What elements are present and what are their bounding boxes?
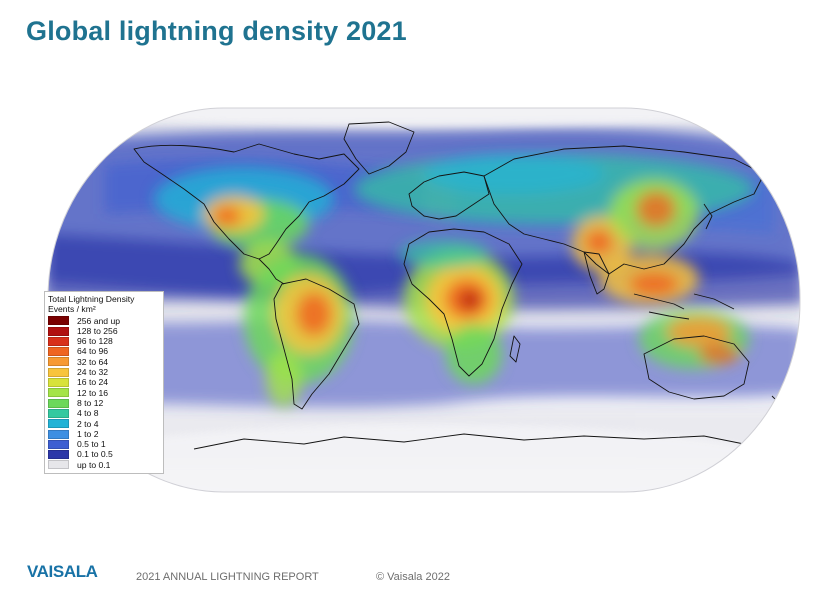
legend-item: 0.1 to 0.5 bbox=[48, 449, 160, 459]
legend-swatch bbox=[48, 316, 69, 326]
legend-swatch bbox=[48, 347, 69, 357]
legend-label: 256 and up bbox=[77, 315, 121, 326]
legend-swatch bbox=[48, 357, 69, 367]
legend-swatch bbox=[48, 419, 69, 429]
legend-label: up to 0.1 bbox=[77, 459, 111, 470]
legend-label: 128 to 256 bbox=[77, 325, 118, 336]
legend-unit: Events / km² bbox=[48, 304, 96, 315]
lightning-density-map bbox=[47, 107, 801, 493]
legend-swatch bbox=[48, 450, 69, 460]
legend-label: 2 to 4 bbox=[77, 418, 99, 429]
legend-label: 8 to 12 bbox=[77, 397, 104, 408]
legend-item: 12 to 16 bbox=[48, 388, 160, 398]
report-name: 2021 ANNUAL LIGHTNING REPORT bbox=[136, 571, 319, 583]
legend-label: 0.1 to 0.5 bbox=[77, 449, 113, 460]
legend-item: 1 to 2 bbox=[48, 429, 160, 439]
legend-label: 64 to 96 bbox=[77, 346, 109, 357]
legend-item: 16 to 24 bbox=[48, 377, 160, 387]
coastlines bbox=[133, 121, 785, 453]
legend-label: 24 to 32 bbox=[77, 367, 109, 378]
legend-swatch bbox=[48, 367, 69, 377]
legend-item: 4 to 8 bbox=[48, 408, 160, 418]
legend-swatch bbox=[48, 408, 69, 418]
legend-title: Total Lightning Density bbox=[48, 294, 135, 304]
legend-label: 1 to 2 bbox=[77, 428, 99, 439]
legend-swatch bbox=[48, 429, 69, 439]
legend-item: 8 to 12 bbox=[48, 398, 160, 408]
legend-item: 0.5 to 1 bbox=[48, 439, 160, 449]
legend-swatch bbox=[48, 378, 69, 388]
legend-item: 96 to 128 bbox=[48, 336, 160, 346]
legend-label: 16 to 24 bbox=[77, 377, 109, 388]
map-legend: Total Lightning Density Events / km² 256… bbox=[44, 291, 164, 475]
legend-item: 128 to 256 bbox=[48, 326, 160, 336]
legend-item: 24 to 32 bbox=[48, 367, 160, 377]
legend-item: 2 to 4 bbox=[48, 419, 160, 429]
legend-item: 32 to 64 bbox=[48, 357, 160, 367]
legend-label: 12 to 16 bbox=[77, 387, 109, 398]
legend-label: 0.5 to 1 bbox=[77, 439, 106, 450]
legend-swatch bbox=[48, 326, 69, 336]
legend-label: 4 to 8 bbox=[77, 408, 99, 419]
legend-item: up to 0.1 bbox=[48, 460, 160, 470]
legend-swatch bbox=[48, 398, 69, 408]
copyright: © Vaisala 2022 bbox=[376, 571, 450, 583]
legend-list: 256 and up 128 to 256 96 to 128 64 to 96 32 … bbox=[48, 316, 160, 470]
vaisala-logo: VAISALA bbox=[27, 562, 98, 581]
legend-swatch bbox=[48, 439, 69, 449]
legend-swatch bbox=[48, 336, 69, 346]
legend-item: 64 to 96 bbox=[48, 346, 160, 356]
world-map bbox=[44, 104, 804, 496]
legend-swatch bbox=[48, 460, 69, 470]
legend-label: 96 to 128 bbox=[77, 336, 113, 347]
page-title: Global lightning density 2021 bbox=[26, 16, 407, 46]
legend-label: 32 to 64 bbox=[77, 356, 109, 367]
legend-item: 256 and up bbox=[48, 316, 160, 326]
legend-swatch bbox=[48, 388, 69, 398]
